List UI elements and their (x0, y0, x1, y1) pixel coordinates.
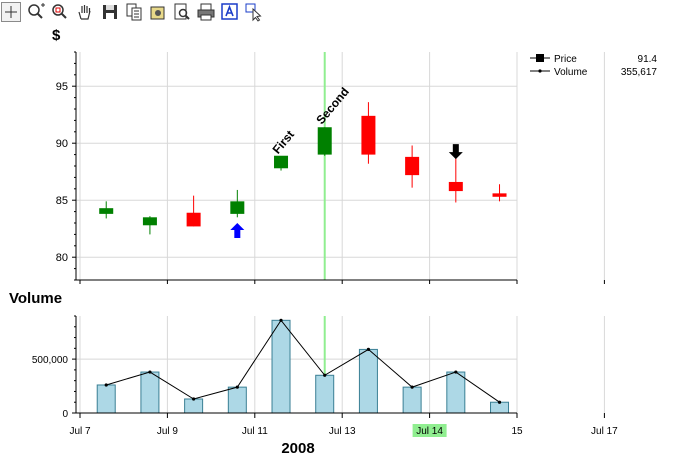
price-y-tick-label: 85 (56, 195, 68, 207)
zoom-in-button[interactable] (26, 2, 46, 22)
x-highlight-tick-label: Jul 14 (416, 426, 443, 437)
candle-body (361, 115, 376, 155)
volume-point (192, 397, 196, 401)
axes-layer: 80 85 90 95 0 500,000 Jul 7 Jul 9 Jul 11 Jul 13 Ju… (32, 51, 618, 437)
volume-bar (358, 348, 378, 414)
year-label: 2008 (281, 440, 314, 457)
volume-point (497, 400, 502, 404)
volume-bar (315, 374, 335, 414)
volume-point (323, 373, 327, 377)
candle-body (99, 208, 114, 214)
pointer-edit-button[interactable] (244, 2, 264, 22)
legend-value: 355,617 (621, 67, 658, 78)
legend-volume-swatch (538, 69, 542, 73)
volume-bar (96, 384, 116, 414)
volume-bar (490, 401, 510, 414)
volume-bar (271, 319, 291, 414)
annotation-label: First (270, 128, 297, 157)
volume-point (235, 385, 239, 389)
candle-body (448, 181, 463, 192)
volume-title: Volume (9, 290, 62, 307)
x-tick-label: Jul 11 (242, 426, 268, 437)
pan-hand-icon (78, 5, 91, 20)
candlesticks-layer (99, 102, 507, 235)
copy-icon (126, 3, 142, 21)
candle-body (492, 193, 507, 197)
legend-value: 91.4 (638, 54, 658, 65)
print-preview-icon (174, 3, 190, 20)
annotation-label: Second (313, 85, 352, 127)
volume-point (279, 318, 283, 322)
volume-bar (446, 371, 466, 414)
zoom-in-icon (28, 3, 45, 19)
print-preview-button[interactable] (172, 2, 192, 22)
price-y-tick-label: 95 (56, 81, 68, 93)
x-highlight-box (412, 424, 447, 437)
text-edit-button[interactable] (220, 2, 240, 22)
volume-point (148, 370, 152, 374)
volume-bar (140, 371, 160, 414)
zoom-box-icon (52, 4, 67, 19)
save-icon (103, 5, 117, 19)
volume-gridlines (76, 316, 605, 413)
volume-y-tick-label: 0 (62, 409, 68, 420)
legend-label: Volume (554, 67, 588, 78)
volume-point (366, 347, 371, 352)
crosshair-tool-icon (5, 6, 17, 18)
down-arrow-icon (448, 144, 463, 160)
legend-price-swatch (536, 54, 544, 62)
x-tick-label: Jul 7 (69, 426, 91, 437)
volume-bars-layer (96, 318, 510, 414)
candle-body (405, 156, 420, 176)
candle-body (317, 127, 332, 155)
x-tick-label: 15 (511, 426, 523, 437)
volume-point (410, 385, 414, 389)
markers-layer: First Second (230, 85, 463, 238)
legend: Price 91.4 Volume 355,617 (530, 54, 657, 78)
volume-bar (402, 386, 422, 414)
save-button[interactable] (100, 2, 120, 22)
price-gridlines (76, 52, 605, 280)
toolbar (0, 0, 674, 24)
volume-line (106, 319, 500, 403)
pan-button[interactable] (75, 2, 95, 22)
price-y-tick-label: 80 (56, 252, 68, 264)
zoom-box-button[interactable] (50, 2, 70, 22)
print-button[interactable] (196, 2, 216, 22)
candle-body (142, 217, 157, 226)
currency-label: $ (52, 27, 61, 44)
volume-y-tick-label: 500,000 (32, 355, 69, 366)
volume-point (454, 370, 458, 374)
candle-body (186, 212, 201, 227)
price-y-tick-label: 90 (56, 138, 68, 150)
copy-button[interactable] (124, 2, 144, 22)
volume-point (104, 383, 108, 387)
legend-label: Price (554, 54, 577, 65)
print-icon (197, 3, 215, 21)
x-tick-label: Jul 9 (157, 426, 179, 437)
print-setup-button[interactable] (148, 2, 168, 22)
text-edit-icon (221, 3, 238, 20)
volume-bar (227, 386, 247, 414)
crosshair-tool-button[interactable] (1, 2, 21, 22)
x-tick-label: Jul 13 (329, 426, 356, 437)
volume-bar (184, 398, 204, 414)
pointer-edit-icon (245, 3, 262, 22)
up-arrow-icon (230, 222, 245, 238)
candle-body (230, 201, 245, 214)
print-setup-icon (150, 6, 165, 20)
candle-body (274, 155, 289, 169)
x-tick-label: Jul 17 (591, 426, 618, 437)
